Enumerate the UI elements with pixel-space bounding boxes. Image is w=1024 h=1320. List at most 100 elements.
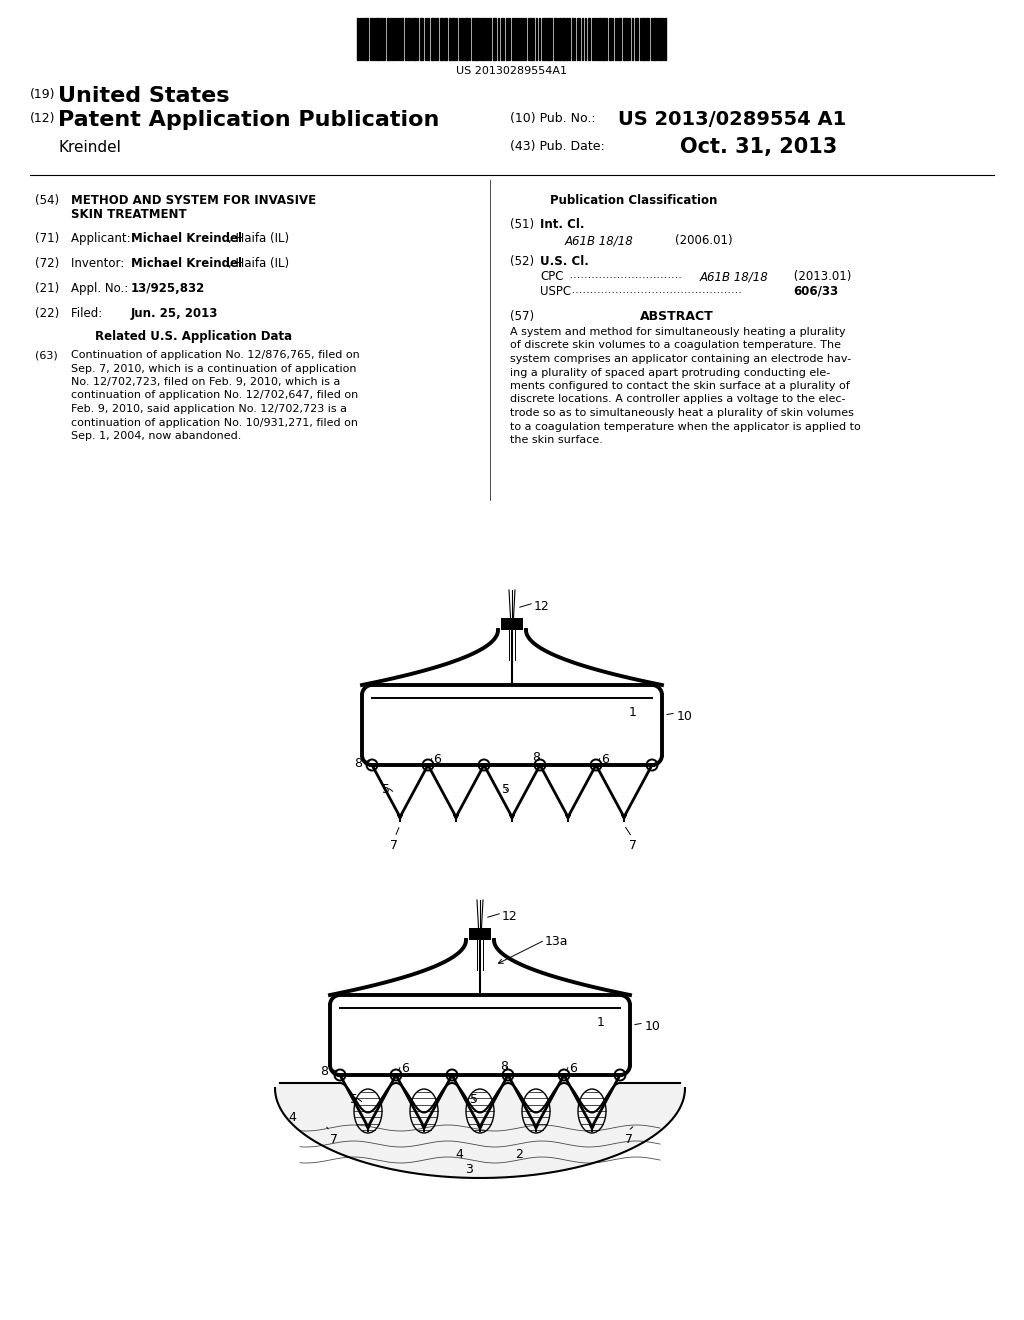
Text: US 20130289554A1: US 20130289554A1 — [457, 66, 567, 77]
Text: ...............................................: ........................................… — [568, 285, 745, 294]
Text: 13a: 13a — [545, 935, 568, 948]
Polygon shape — [275, 1082, 685, 1177]
Text: ...............................: ............................... — [566, 271, 685, 280]
Bar — [505, 1073, 511, 1077]
Text: of discrete skin volumes to a coagulation temperature. The: of discrete skin volumes to a coagulatio… — [510, 341, 841, 351]
Bar — [562, 18, 565, 59]
Text: 7: 7 — [330, 1133, 338, 1146]
Text: Kreindel: Kreindel — [58, 140, 121, 154]
Text: Int. Cl.: Int. Cl. — [540, 218, 585, 231]
Bar — [623, 18, 625, 59]
Text: (71): (71) — [35, 232, 59, 246]
Text: Oct. 31, 2013: Oct. 31, 2013 — [680, 137, 838, 157]
Bar — [435, 18, 438, 59]
Text: 5: 5 — [350, 1093, 358, 1106]
Text: 10: 10 — [677, 710, 693, 723]
Text: 8: 8 — [354, 756, 362, 770]
Bar — [559, 18, 561, 59]
Text: 6: 6 — [401, 1063, 409, 1074]
Bar — [481, 763, 487, 767]
Text: 1: 1 — [629, 706, 637, 719]
Text: discrete locations. A controller applies a voltage to the elec-: discrete locations. A controller applies… — [510, 395, 846, 404]
Bar — [493, 18, 496, 59]
Text: A61B 18/18: A61B 18/18 — [565, 234, 634, 247]
Text: Sep. 7, 2010, which is a continuation of application: Sep. 7, 2010, which is a continuation of… — [71, 363, 356, 374]
Bar — [593, 763, 599, 767]
Text: 2: 2 — [515, 1148, 523, 1162]
Bar — [449, 1073, 455, 1077]
Text: 13/925,832: 13/925,832 — [131, 282, 205, 294]
Text: to a coagulation temperature when the applicator is applied to: to a coagulation temperature when the ap… — [510, 421, 861, 432]
Text: ing a plurality of spaced apart protruding conducting ele-: ing a plurality of spaced apart protrudi… — [510, 367, 830, 378]
Text: 8: 8 — [500, 1060, 508, 1073]
Text: system comprises an applicator containing an electrode hav-: system comprises an applicator containin… — [510, 354, 851, 364]
Text: (22): (22) — [35, 308, 59, 319]
Text: SKIN TREATMENT: SKIN TREATMENT — [71, 209, 186, 220]
Bar — [659, 18, 662, 59]
Bar — [465, 18, 468, 59]
Text: 4: 4 — [455, 1148, 463, 1162]
Bar — [369, 763, 375, 767]
Bar — [598, 18, 601, 59]
Text: US 2013/0289554 A1: US 2013/0289554 A1 — [618, 110, 846, 129]
Text: U.S. Cl.: U.S. Cl. — [540, 255, 589, 268]
Bar — [449, 18, 451, 59]
Text: , Haifa (IL): , Haifa (IL) — [228, 257, 289, 271]
Text: 606/33: 606/33 — [793, 285, 838, 298]
Bar — [506, 18, 508, 59]
Bar — [609, 18, 611, 59]
Bar — [444, 18, 447, 59]
Text: 8: 8 — [319, 1065, 328, 1078]
Bar — [635, 18, 638, 59]
Bar — [602, 18, 605, 59]
Bar — [393, 1073, 399, 1077]
Text: (72): (72) — [35, 257, 59, 271]
Bar — [452, 18, 455, 59]
Text: ments configured to contact the skin surface at a plurality of: ments configured to contact the skin sur… — [510, 381, 850, 391]
Text: (19): (19) — [30, 88, 55, 102]
Text: CPC: CPC — [540, 271, 563, 282]
Bar — [649, 763, 655, 767]
Bar — [420, 18, 423, 59]
Bar — [408, 18, 410, 59]
Text: continuation of application No. 12/702,647, filed on: continuation of application No. 12/702,6… — [71, 391, 358, 400]
Text: A61B 18/18: A61B 18/18 — [700, 271, 769, 282]
Text: ABSTRACT: ABSTRACT — [640, 310, 714, 323]
Text: 4: 4 — [288, 1111, 296, 1125]
Text: Continuation of application No. 12/876,765, filed on: Continuation of application No. 12/876,7… — [71, 350, 359, 360]
Bar — [406, 18, 407, 59]
Bar — [501, 618, 523, 630]
Bar — [547, 18, 550, 59]
Bar — [481, 18, 484, 59]
Text: continuation of application No. 10/931,271, filed on: continuation of application No. 10/931,2… — [71, 417, 358, 428]
Text: Feb. 9, 2010, said application No. 12/702,723 is a: Feb. 9, 2010, said application No. 12/70… — [71, 404, 347, 414]
Bar — [626, 18, 628, 59]
Bar — [530, 18, 532, 59]
Text: Michael Kreindel: Michael Kreindel — [131, 232, 242, 246]
Text: METHOD AND SYSTEM FOR INVASIVE: METHOD AND SYSTEM FOR INVASIVE — [71, 194, 316, 207]
Text: 6: 6 — [569, 1063, 577, 1074]
Text: trode so as to simultaneously heat a plurality of skin volumes: trode so as to simultaneously heat a plu… — [510, 408, 854, 418]
Text: 12: 12 — [534, 601, 550, 612]
Text: (52): (52) — [510, 255, 535, 268]
Bar — [642, 18, 645, 59]
Text: Sep. 1, 2004, now abandoned.: Sep. 1, 2004, now abandoned. — [71, 432, 242, 441]
Text: 5: 5 — [470, 1093, 478, 1106]
Text: Inventor:: Inventor: — [71, 257, 135, 271]
Text: (63): (63) — [35, 350, 57, 360]
Text: 7: 7 — [625, 1133, 633, 1146]
Bar — [387, 18, 389, 59]
Bar — [566, 18, 568, 59]
Text: United States: United States — [58, 86, 229, 106]
Text: USPC: USPC — [540, 285, 571, 298]
Text: 3: 3 — [465, 1163, 473, 1176]
Text: Publication Classification: Publication Classification — [550, 194, 718, 207]
Text: 8: 8 — [532, 751, 540, 764]
Text: 5: 5 — [382, 783, 390, 796]
Text: 5: 5 — [502, 783, 510, 796]
Text: Appl. No.:: Appl. No.: — [71, 282, 132, 294]
Text: Jun. 25, 2013: Jun. 25, 2013 — [131, 308, 218, 319]
Text: Filed:: Filed: — [71, 308, 128, 319]
Text: (43) Pub. Date:: (43) Pub. Date: — [510, 140, 605, 153]
Text: Michael Kreindel: Michael Kreindel — [131, 257, 242, 271]
